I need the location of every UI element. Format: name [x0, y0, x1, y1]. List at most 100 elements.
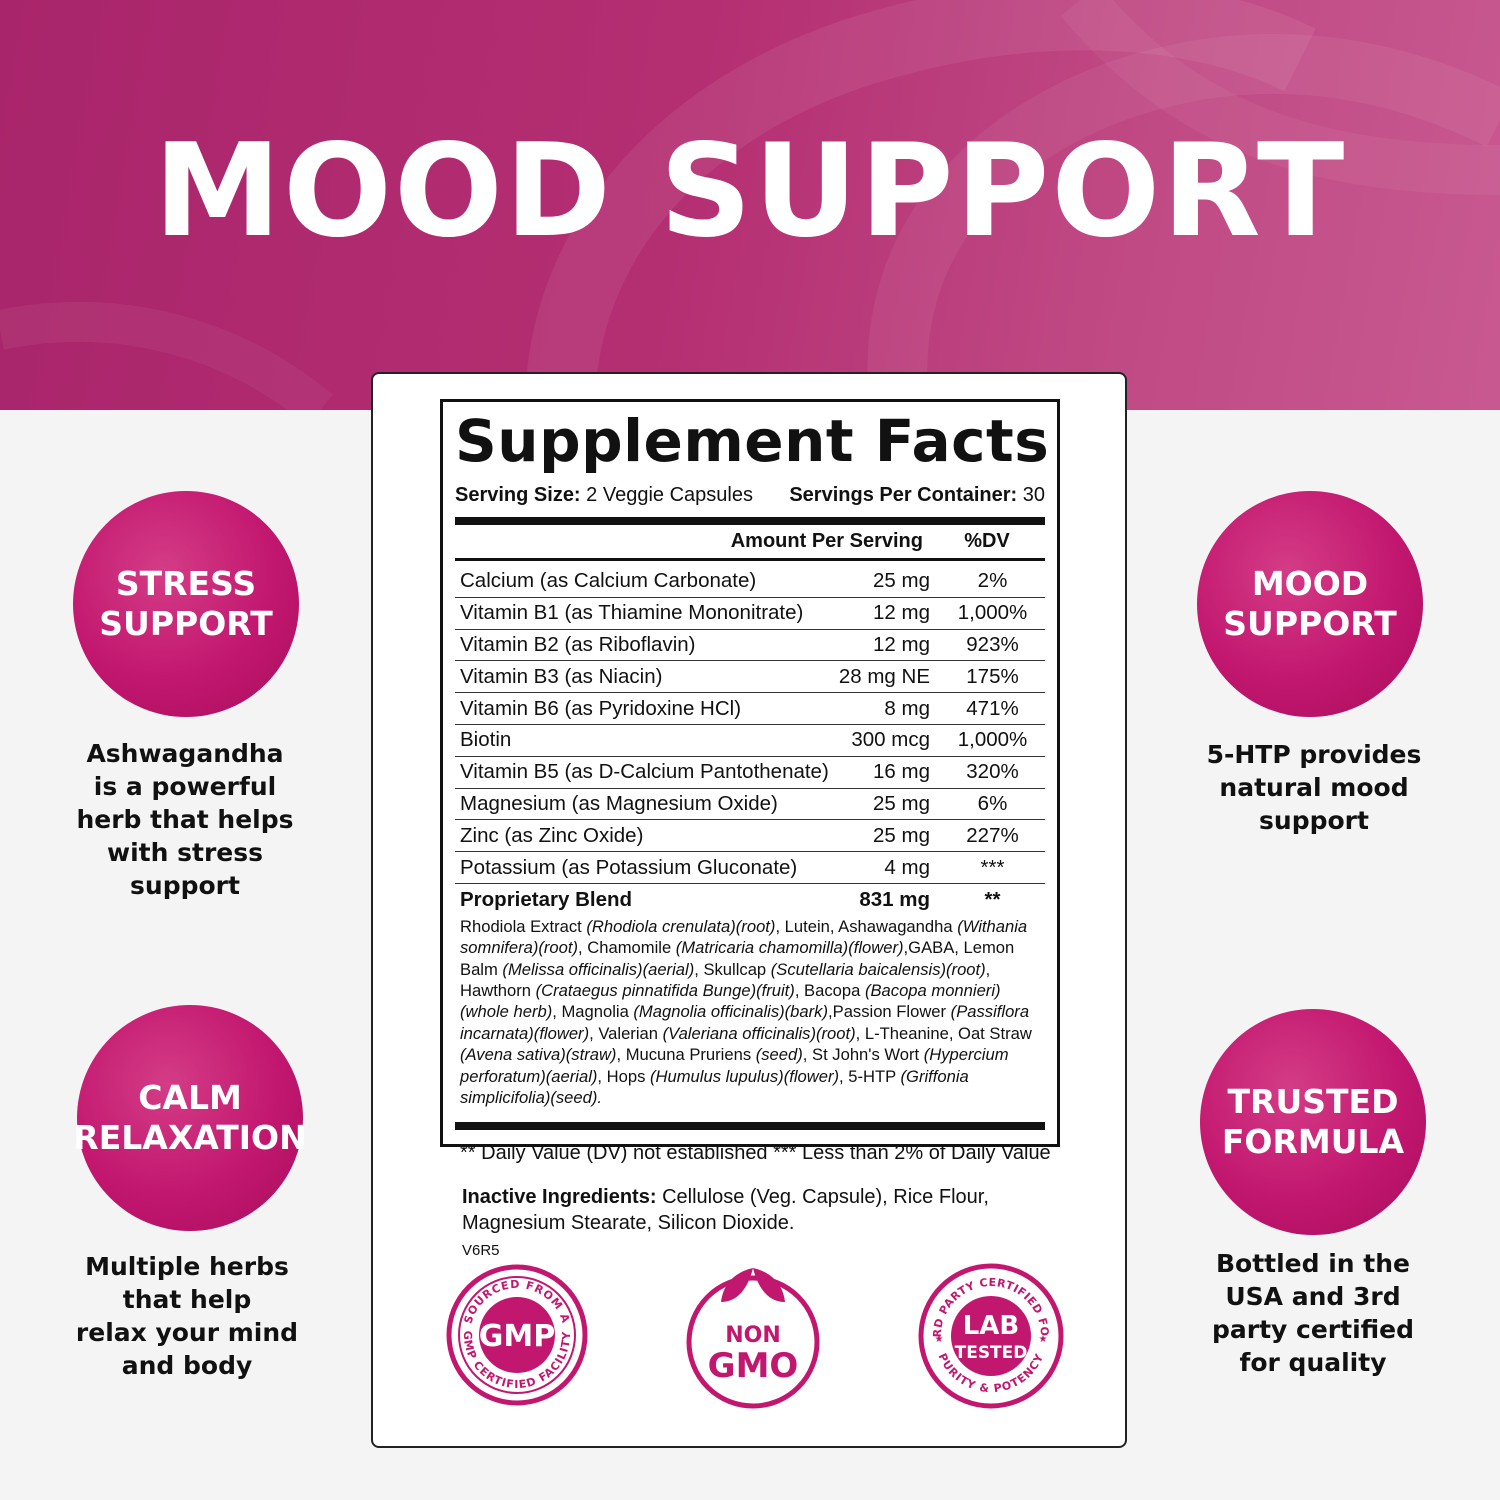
ingredient-text: , Magnolia — [552, 1002, 634, 1022]
footnote: ** Daily Value (DV) not established *** … — [460, 1142, 1051, 1165]
feature-line: and body — [121, 1351, 253, 1380]
botanical-name: (Matricaria chamomilla)(flower) — [675, 938, 904, 958]
servings-per-container: Servings Per Container: 30 — [789, 484, 1045, 507]
nutrient-amount: 25 mg — [873, 823, 930, 847]
mood-support-badge: MOOD SUPPORT — [1197, 491, 1423, 717]
feature-line: Ashwagandha — [86, 739, 284, 768]
badge-line: CALM — [138, 1078, 242, 1118]
lab-tested-seal-icon: 3RD PARTY CERTIFIED FOR PURITY & POTENCY… — [917, 1262, 1064, 1409]
nutrient-row: Vitamin B5 (as D-Calcium Pantothenate) 16… — [455, 757, 1045, 789]
nutrient-row: Vitamin B1 (as Thiamine Mononitrate) 12 m… — [455, 598, 1045, 630]
nutrient-name: Vitamin B3 (as Niacin) — [460, 664, 663, 688]
botanical-name: (Avena sativa)(straw) — [460, 1045, 617, 1065]
blend-ingredients: Rhodiola Extract (Rhodiola crenulata)(ro… — [455, 916, 1045, 1109]
stress-support-text: Ashwagandha is a powerful herb that help… — [35, 737, 335, 902]
serving-info: Serving Size: 2 Veggie Capsules Servings… — [455, 484, 1045, 507]
star-icon: ★ — [935, 1334, 944, 1345]
nutrient-name: Biotin — [460, 728, 512, 752]
col-amount-header: Amount Per Serving — [730, 530, 923, 552]
serving-size-label: Serving Size: — [455, 484, 581, 506]
ingredient-text: , St John's Wort — [802, 1045, 924, 1065]
feature-line: that help — [122, 1285, 252, 1314]
hero-banner: MOOD SUPPORT — [0, 0, 1500, 410]
nutrient-amount: 4 mg — [884, 855, 930, 879]
nutrient-rows: Calcium (as Calcium Carbonate) 25 mg 2% Vit… — [455, 566, 1045, 884]
ingredient-text: , Mucuna Pruriens — [616, 1045, 756, 1065]
nutrient-row: Zinc (as Zinc Oxide) 25 mg 227% — [455, 820, 1045, 853]
nutrient-dv: 923% — [966, 632, 1019, 656]
inactive-text: Cellulose (Veg. Capsule), Rice Flour, Ma… — [462, 1186, 989, 1234]
gmp-seal-icon: SOURCED FROM A GMP CERTIFIED FACILITY GM… — [446, 1264, 588, 1406]
botanical-name: (Humulus lupulus)(flower) — [649, 1066, 840, 1086]
nutrient-name: Calcium (as Calcium Carbonate) — [460, 569, 757, 593]
ingredient-text: Passion Flower — [832, 1002, 951, 1022]
blend-name: Proprietary Blend — [460, 887, 633, 911]
badge-line: SUPPORT — [99, 604, 273, 643]
nutrient-name: Zinc (as Zinc Oxide) — [460, 823, 644, 847]
column-header: Amount Per Serving %DV — [455, 525, 1045, 561]
inactive-ingredients: Inactive Ingredients: Cellulose (Veg. Ca… — [462, 1184, 1062, 1236]
inactive-label: Inactive Ingredients: — [462, 1186, 657, 1208]
nutrient-dv: 320% — [966, 760, 1019, 784]
serving-size: Serving Size: 2 Veggie Capsules — [455, 484, 753, 507]
nutrient-name: Magnesium (as Magnesium Oxide) — [460, 791, 778, 815]
badge-line: RELAXATION — [73, 1118, 307, 1157]
nutrient-row: Biotin 300 mcg 1,000% — [455, 725, 1045, 757]
nutrient-amount: 12 mg — [873, 632, 930, 656]
nutrient-dv: *** — [980, 855, 1005, 879]
lab-text: LAB — [963, 1311, 1020, 1341]
feature-line: Multiple herbs — [85, 1252, 289, 1281]
feature-line: 5-HTP provides — [1206, 740, 1422, 769]
botanical-name: (Scutellaria baicalensis)(root) — [770, 959, 986, 979]
blend-row: Proprietary Blend 831 mg ** — [455, 884, 1045, 916]
badge-line: STRESS — [115, 564, 257, 604]
badge-line: TRUSTED — [1227, 1082, 1399, 1122]
botanical-name: (Hypercium perforatum)(aerial) — [460, 1045, 1009, 1086]
feature-line: is a powerful — [93, 772, 277, 801]
supplement-label-card: Supplement Facts Serving Size: 2 Veggie … — [371, 372, 1127, 1448]
servings-per-value: 30 — [1022, 484, 1045, 506]
supplement-facts-panel: Supplement Facts Serving Size: 2 Veggie … — [440, 399, 1060, 1164]
mood-support-text: 5-HTP provides natural mood support — [1164, 738, 1464, 837]
feature-line: natural mood — [1219, 773, 1409, 802]
botanical-name: (Griffonia simplicifolia)(seed). — [460, 1066, 969, 1108]
ingredient-text: , — [903, 938, 909, 958]
botanical-name: (Rhodiola crenulata)(root) — [586, 916, 776, 936]
version-code: V6R5 — [462, 1242, 500, 1259]
blend-amount: 831 mg — [859, 887, 930, 911]
nutrient-dv: 6% — [977, 791, 1008, 815]
nutrient-name: Vitamin B2 (as Riboflavin) — [460, 632, 696, 656]
nutrient-amount: 8 mg — [884, 696, 930, 720]
botanical-name: (Bacopa monnieri)(whole herb) — [460, 980, 1001, 1022]
ingredient-text: , Skullcap — [694, 959, 771, 979]
feature-line: herb that helps — [76, 805, 294, 834]
nutrient-amount: 16 mg — [873, 760, 930, 784]
botanical-name: (Crataegus pinnatifida Bunge)(fruit) — [535, 980, 795, 1000]
botanical-name: (Passiflora incarnata)(flower) — [460, 1002, 1030, 1043]
ingredient-text: , Lutein, Ashawagandha — [775, 916, 958, 936]
nutrient-dv: 227% — [966, 823, 1019, 847]
divider — [455, 1122, 1045, 1131]
servings-per-label: Servings Per Container: — [789, 484, 1018, 506]
page-title: MOOD SUPPORT — [153, 117, 1347, 266]
ingredient-text: , Chamomile — [578, 938, 676, 958]
nutrient-row: Vitamin B6 (as Pyridoxine HCl) 8 mg 471% — [455, 693, 1045, 725]
botanical-name: (seed) — [755, 1045, 803, 1065]
ingredient-text: , — [828, 1002, 833, 1022]
nutrient-amount: 300 mcg — [851, 728, 930, 752]
feature-line: relax your mind — [75, 1318, 299, 1347]
feature-line: for quality — [1239, 1348, 1387, 1377]
nutrient-dv: 175% — [966, 664, 1019, 688]
badge-line: MOOD — [1251, 564, 1369, 604]
botanical-name: (Magnolia officinalis)(bark) — [633, 1002, 828, 1022]
nutrient-dv: 1,000% — [957, 601, 1028, 625]
feature-line: Bottled in the — [1215, 1249, 1411, 1278]
ingredient-text: Rhodiola Extract — [460, 916, 587, 936]
ingredient-text: , Hawthorn — [460, 959, 991, 1000]
non-gmo-icon: NON GMO — [686, 1268, 820, 1409]
nutrient-dv: 471% — [966, 696, 1019, 720]
divider — [455, 517, 1045, 525]
ingredient-text: , Hops — [597, 1066, 650, 1086]
nutrient-row: Magnesium (as Magnesium Oxide) 25 mg 6% — [455, 789, 1045, 821]
nutrient-name: Vitamin B1 (as Thiamine Mononitrate) — [460, 601, 804, 625]
